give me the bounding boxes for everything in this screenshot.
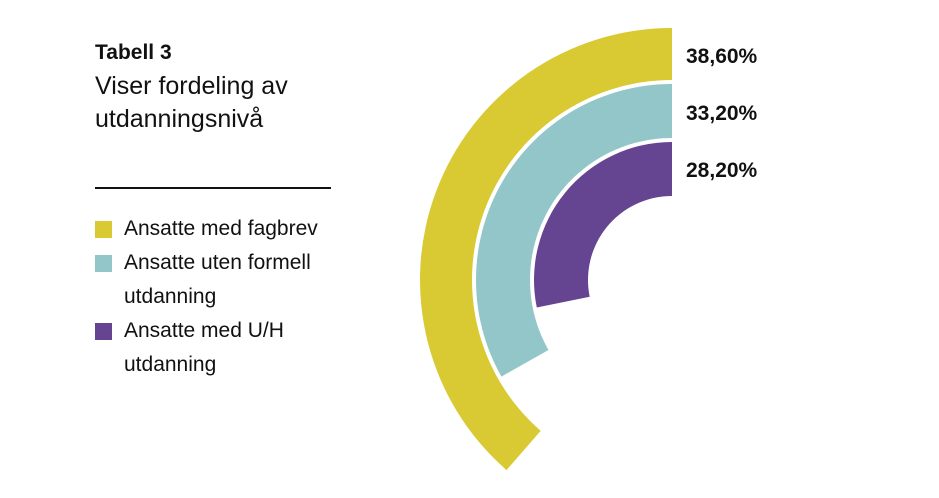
table-number: Tabell 3	[95, 41, 172, 64]
legend-swatch	[95, 221, 112, 238]
data-label-2: 33,20%	[686, 102, 758, 125]
legend-item-fagbrev: Ansatte med fagbrev	[95, 212, 354, 246]
arc-bar-3	[534, 142, 672, 308]
legend-item-uh-utdanning: Ansatte med U/H utdanning	[95, 314, 354, 382]
legend-label: Ansatte med fagbrev	[124, 217, 318, 240]
arc-bar-2	[475, 84, 672, 377]
legend: Ansatte med fagbrev Ansatte uten formell…	[95, 212, 354, 382]
arc-bar-1	[420, 28, 672, 471]
data-label-1: 38,60%	[686, 45, 758, 68]
legend-swatch	[95, 255, 112, 272]
data-label-3: 28,20%	[686, 159, 758, 182]
chart-subtitle: Viser fordeling av utdanningsnivå	[95, 72, 288, 133]
chart-title-block: Tabell 3 Viser fordeling av utdanningsni…	[95, 40, 335, 136]
legend-label: Ansatte uten formell utdanning	[124, 251, 311, 308]
legend-item-uten-formell: Ansatte uten formell utdanning	[95, 246, 354, 314]
divider-line	[95, 187, 331, 189]
legend-swatch	[95, 323, 112, 340]
legend-label: Ansatte med U/H utdanning	[124, 319, 284, 376]
